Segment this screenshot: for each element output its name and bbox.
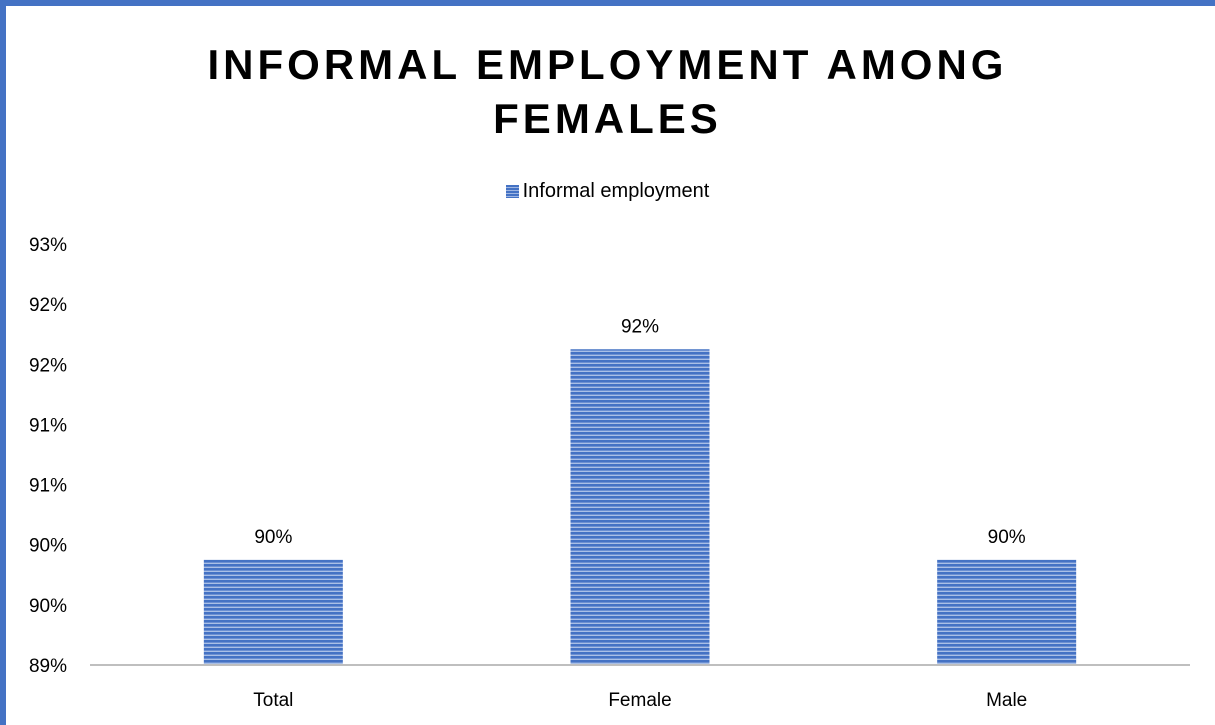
bar-total: [203, 559, 343, 665]
x-tick-label-total: Total: [253, 690, 293, 711]
chart-title-text: INFORMAL EMPLOYMENT AMONG FEMALES: [207, 41, 1008, 142]
chart-title: INFORMAL EMPLOYMENT AMONG FEMALES: [0, 38, 1215, 146]
y-tick-label: 90%: [29, 536, 67, 557]
bar-female: [570, 349, 710, 665]
y-axis-ticks: 93% 92% 92% 91% 91% 90% 90% 89%: [29, 235, 67, 677]
y-tick-label: 90%: [29, 596, 67, 617]
chart-legend: Informal employment: [0, 180, 1215, 203]
y-tick-label: 91%: [29, 476, 67, 497]
legend-swatch: [505, 185, 519, 199]
data-label-total: 90%: [254, 527, 292, 548]
x-tick-label-female: Female: [608, 690, 671, 711]
bars: [203, 349, 1077, 665]
data-labels: 90% 92% 90%: [254, 316, 1025, 548]
y-tick-label: 89%: [29, 656, 67, 677]
legend-label: Informal employment: [522, 180, 710, 202]
y-tick-label: 93%: [29, 235, 67, 256]
data-label-female: 92%: [621, 316, 659, 337]
x-axis-ticks: Total Female Male: [253, 690, 1027, 711]
data-label-male: 90%: [988, 527, 1026, 548]
y-tick-label: 91%: [29, 415, 67, 436]
y-tick-label: 92%: [29, 295, 67, 316]
bar-male: [937, 559, 1077, 665]
x-tick-label-male: Male: [986, 690, 1027, 711]
y-tick-label: 92%: [29, 355, 67, 376]
